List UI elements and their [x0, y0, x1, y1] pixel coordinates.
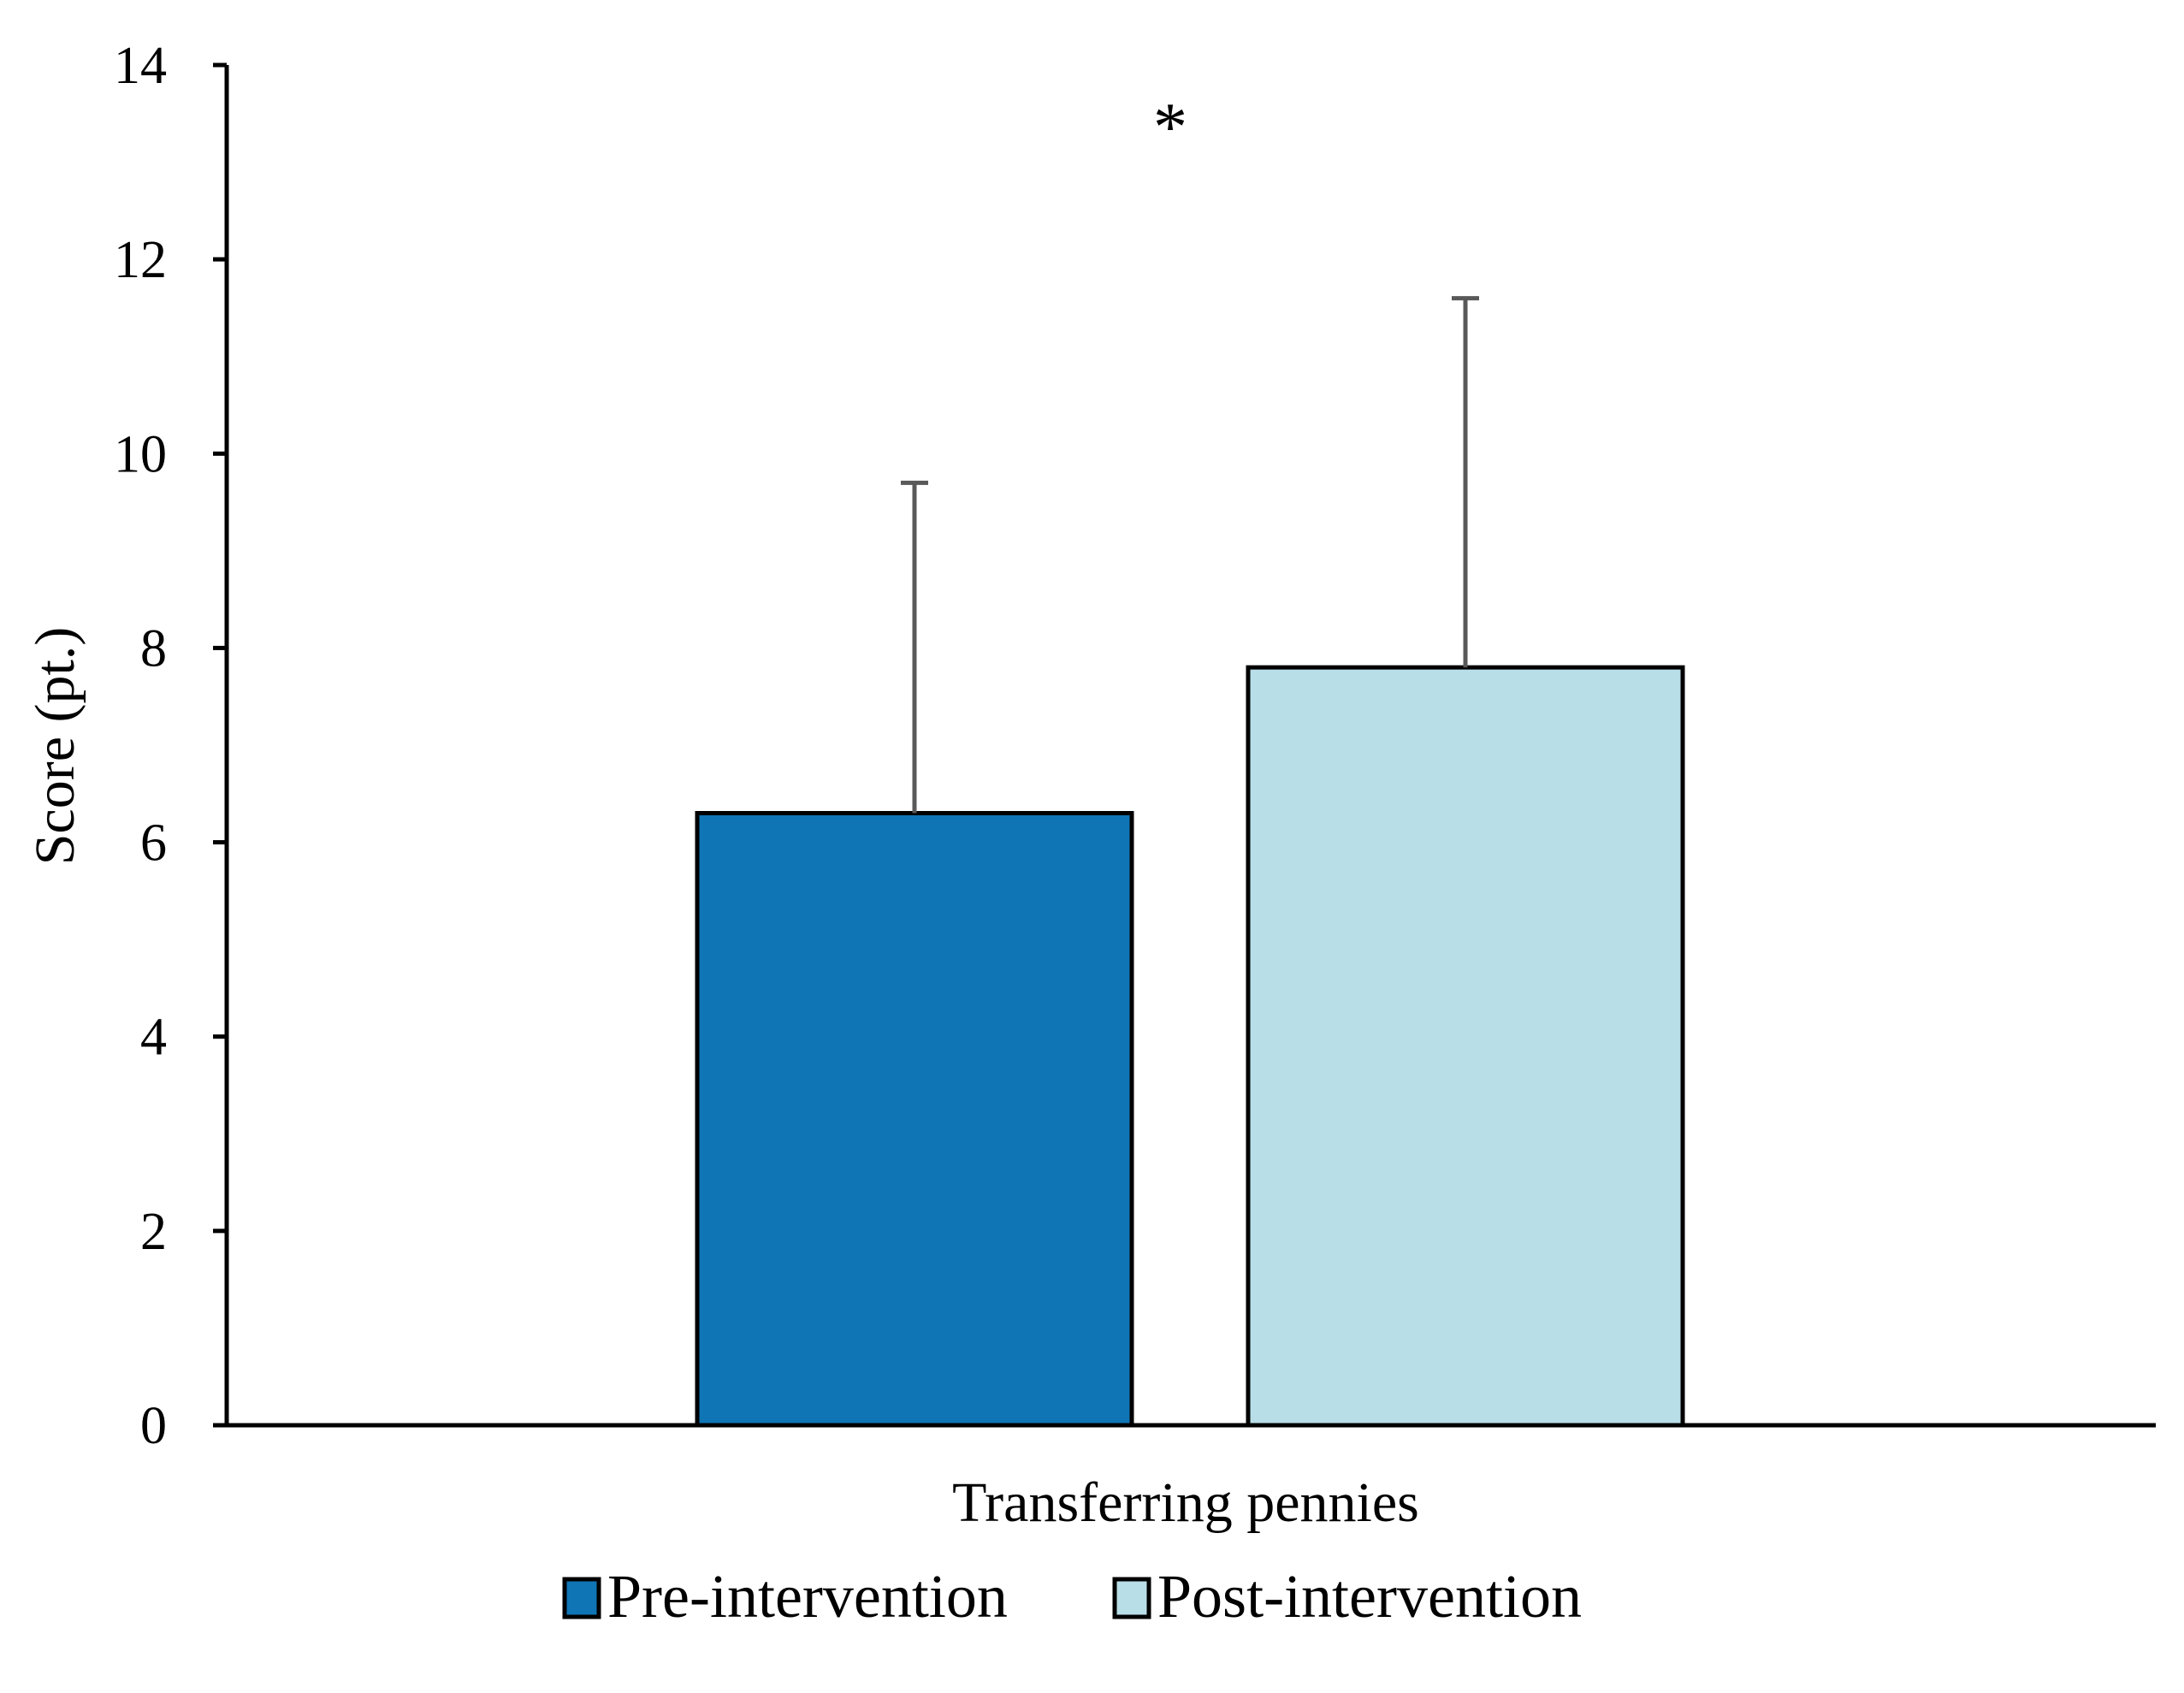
- legend-swatch-post: [1112, 1577, 1151, 1619]
- bar-pre-intervention: [695, 811, 1134, 1428]
- legend-swatch-pre: [562, 1577, 601, 1619]
- bars: [695, 665, 1685, 1428]
- y-tick-label: 8: [140, 619, 167, 678]
- legend-item-pre: Pre-intervention: [562, 1562, 1008, 1631]
- bar-post-intervention: [1246, 665, 1685, 1428]
- error-bars: [901, 296, 1479, 814]
- y-tick-label: 6: [140, 814, 167, 873]
- y-tick-label: 14: [114, 37, 167, 95]
- legend-label-pre: Pre-intervention: [607, 1562, 1008, 1631]
- significance-marker: *: [1153, 90, 1187, 165]
- y-tick-label: 12: [114, 231, 167, 289]
- legend-item-post: Post-intervention: [1112, 1562, 1582, 1631]
- y-axis-ticks: 0 2 4 6 8 10 12 14: [114, 37, 227, 1455]
- y-tick-label: 2: [140, 1203, 167, 1261]
- y-tick-label: 0: [140, 1397, 167, 1455]
- y-tick-label: 10: [114, 425, 167, 483]
- legend-label-post: Post-intervention: [1157, 1562, 1582, 1631]
- legend: Pre-intervention Post-intervention: [562, 1562, 1582, 1631]
- x-category-label: Transferring pennies: [952, 1471, 1419, 1534]
- y-tick-label: 4: [140, 1009, 167, 1067]
- y-axis-title: Score (pt.): [24, 627, 86, 866]
